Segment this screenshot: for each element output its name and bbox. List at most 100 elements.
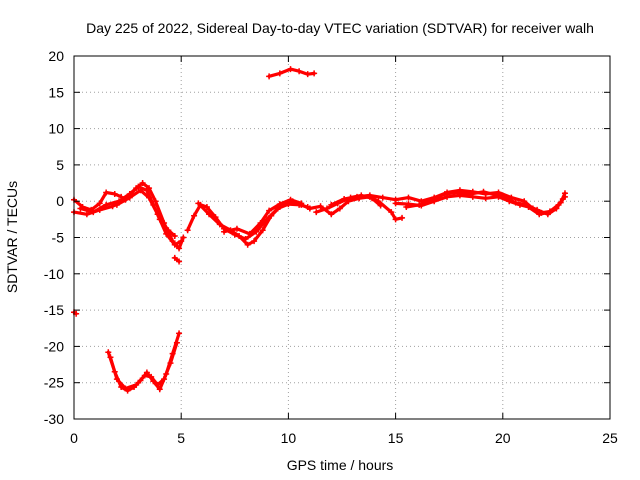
data-point: [311, 70, 318, 77]
data-point: [534, 206, 541, 213]
data-point: [233, 225, 240, 232]
data-point: [392, 200, 399, 207]
data-point: [313, 209, 320, 216]
data-point: [379, 194, 386, 201]
data-point: [103, 201, 110, 208]
data-point: [135, 183, 142, 190]
data-point: [480, 188, 487, 195]
data-point: [523, 201, 530, 208]
data-point: [191, 212, 198, 219]
data-point: [268, 212, 275, 219]
data-point: [176, 245, 183, 252]
data-point: [107, 354, 114, 361]
data-point: [171, 254, 178, 261]
y-tick-label: -30: [44, 411, 64, 427]
x-tick-label: 0: [70, 430, 78, 446]
data-point: [161, 376, 168, 383]
y-tick-label: -20: [44, 338, 64, 354]
y-axis-label: SDTVAR / TECUs: [4, 181, 20, 293]
grid-layer: [74, 56, 610, 419]
data-point: [561, 190, 568, 197]
y-tick-label: 15: [48, 84, 64, 100]
data-point: [403, 204, 410, 211]
data-point: [253, 228, 260, 235]
data-point: [180, 234, 187, 241]
data-point: [296, 68, 303, 75]
data-point: [266, 207, 273, 214]
data-point: [178, 238, 185, 245]
data-point: [377, 202, 384, 209]
data-point: [405, 194, 412, 201]
data-point: [195, 200, 202, 207]
data-point: [276, 70, 283, 77]
data-point: [171, 241, 178, 248]
data-point: [171, 233, 178, 240]
x-tick-label: 5: [177, 430, 185, 446]
data-point: [392, 216, 399, 223]
data-point: [328, 201, 335, 208]
series-arc-17: [108, 341, 179, 391]
data-point: [90, 209, 97, 216]
data-point: [491, 191, 498, 198]
data-point: [399, 214, 406, 221]
data-point: [139, 180, 146, 187]
data-point: [553, 205, 560, 212]
data-point: [306, 205, 313, 212]
x-tick-label: 15: [388, 430, 404, 446]
data-point: [122, 385, 129, 392]
y-tick-label: -15: [44, 302, 64, 318]
data-point: [96, 200, 103, 207]
data-point: [276, 201, 283, 208]
data-point: [83, 211, 90, 218]
data-point: [259, 227, 266, 234]
series-arc-4: [115, 188, 183, 247]
data-point: [77, 205, 84, 212]
data-point: [167, 360, 174, 367]
data-point: [317, 203, 324, 210]
data-point: [173, 339, 180, 346]
y-tick-label: 10: [48, 121, 64, 137]
data-point: [482, 195, 489, 202]
axis-layer: 0 5 10 15 20 25 20 15 10 5 0 -5 -10 -15 -20 -25 -30: [44, 48, 618, 446]
data-point: [354, 193, 361, 200]
y-tick-label: 20: [48, 48, 64, 64]
x-tick-label: 25: [602, 430, 618, 446]
data-point: [467, 190, 474, 197]
data-point: [176, 330, 183, 337]
data-point: [143, 187, 150, 194]
data-point: [416, 201, 423, 208]
data-point: [163, 230, 170, 237]
data-point: [176, 258, 183, 265]
data-point: [221, 228, 228, 235]
data-point: [287, 66, 294, 73]
data-point: [141, 372, 148, 379]
data-point: [146, 194, 153, 201]
data-point: [184, 227, 191, 234]
data-point: [323, 205, 330, 212]
y-tick-label: 5: [56, 157, 64, 173]
y-tick-label: -25: [44, 375, 64, 391]
data-point: [113, 201, 120, 208]
data-point: [512, 199, 519, 206]
x-axis-label: GPS time / hours: [287, 457, 394, 473]
data-point: [154, 381, 161, 388]
data-point: [366, 192, 373, 199]
chart-title: Day 225 of 2022, Sidereal Day-to-day VTE…: [86, 20, 594, 36]
x-tick-label: 20: [495, 430, 511, 446]
data-point: [126, 194, 133, 201]
y-tick-label: -5: [52, 230, 65, 246]
data-point: [544, 211, 551, 218]
data-point: [559, 196, 566, 203]
data-point: [244, 241, 251, 248]
y-tick-label: 0: [56, 193, 64, 209]
data-point: [501, 194, 508, 201]
data-point: [105, 349, 112, 356]
data-point: [156, 386, 163, 393]
data-point: [152, 198, 159, 205]
data-point: [304, 71, 311, 78]
series-layer: [71, 66, 568, 394]
data-point: [103, 189, 110, 196]
data-point: [203, 204, 210, 211]
data-point: [266, 73, 273, 80]
data-point: [257, 219, 264, 226]
